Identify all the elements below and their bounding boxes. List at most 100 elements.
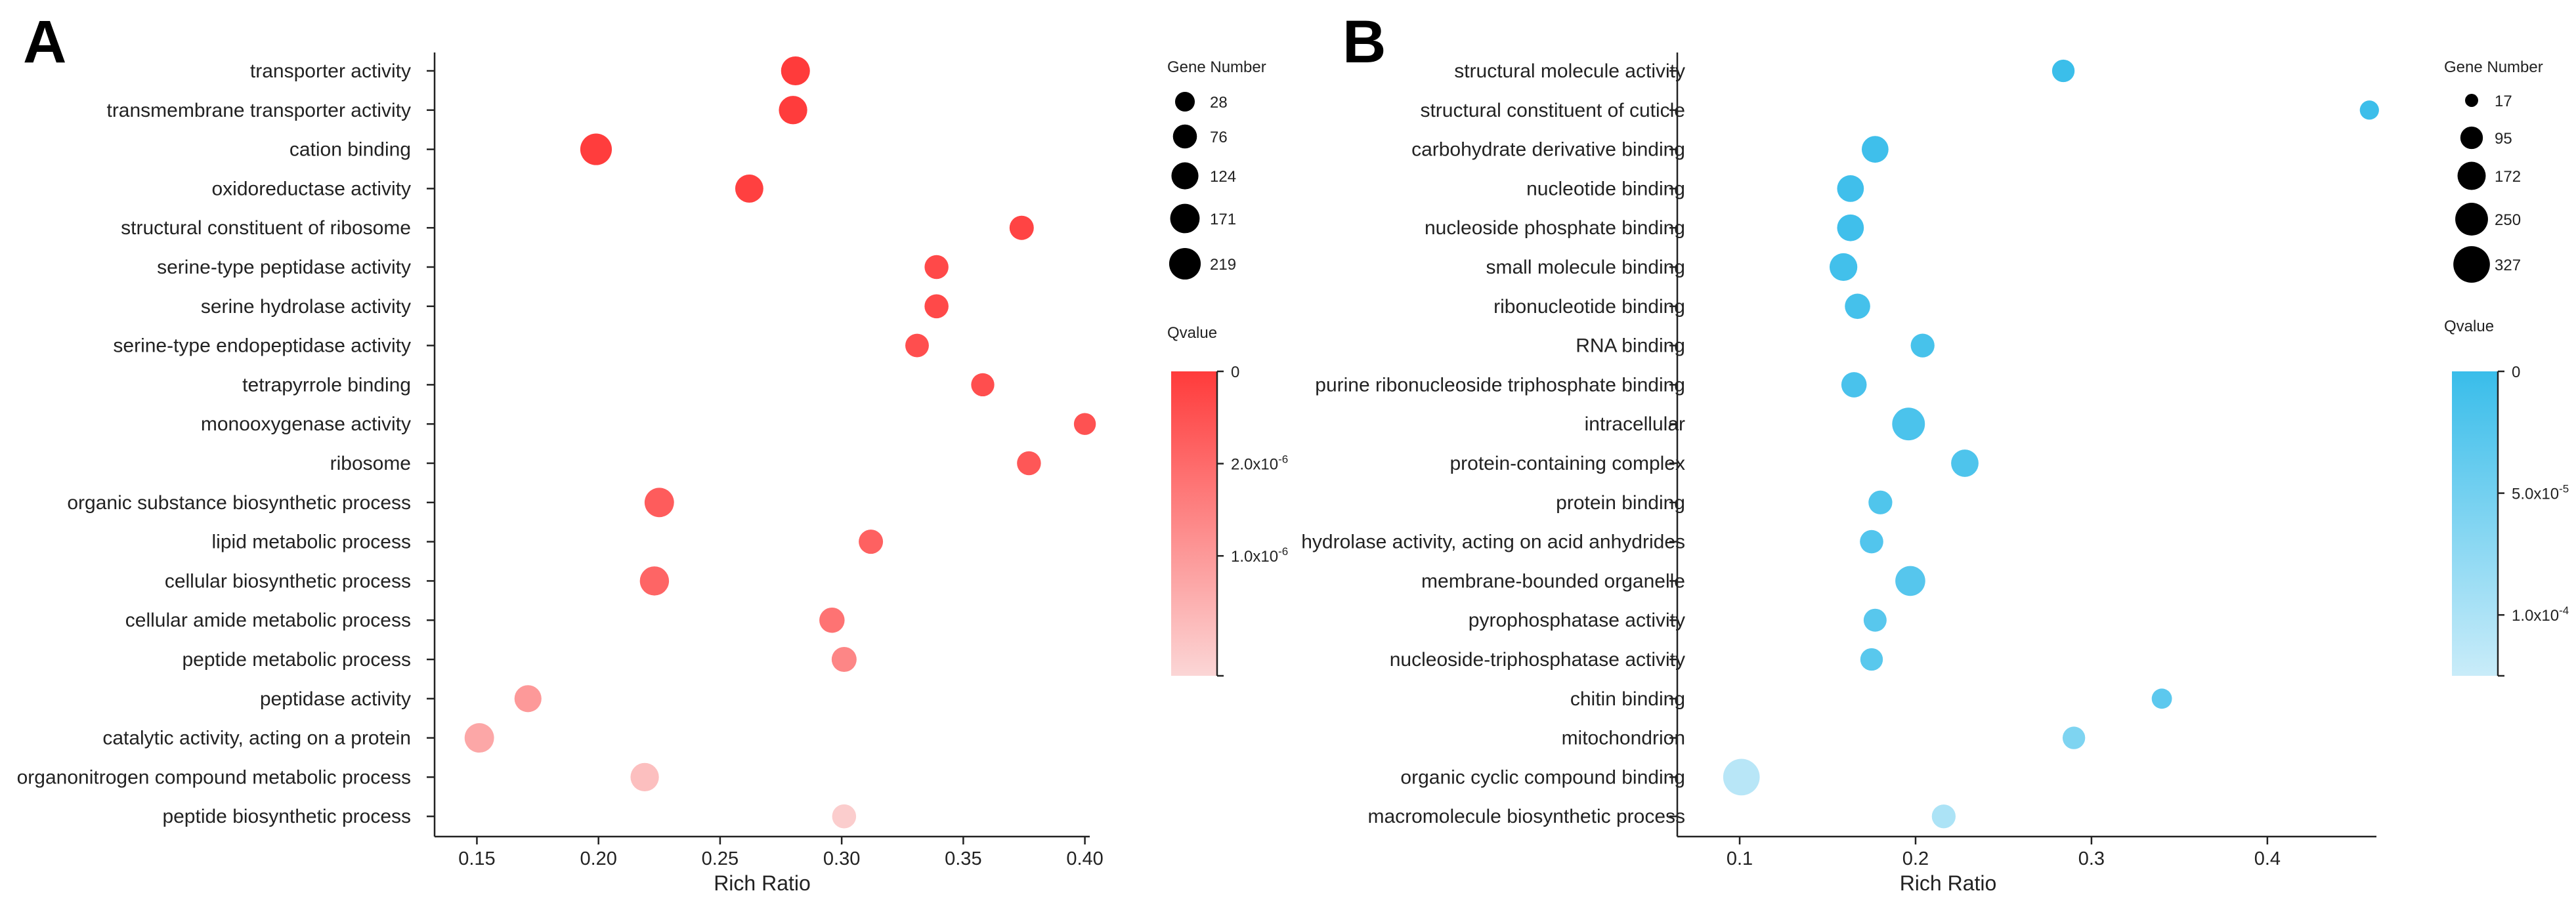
data-point [779,96,807,125]
category-label: cellular biosynthetic process [165,570,411,592]
data-point [464,723,494,753]
data-point [1951,449,1979,477]
size-legend-label: 219 [1210,256,1236,274]
size-legend-label: 327 [2495,257,2521,274]
color-legend-label-exponent: -6 [1278,453,1288,466]
size-legend-label: 76 [1210,129,1228,146]
size-legend-dot [2465,94,2478,107]
category-label: organic substance biosynthetic process [67,492,411,514]
size-legend-dot [2453,246,2490,283]
color-legend-label-mantissa: 1.0x10 [1231,548,1278,566]
data-point [1931,804,1956,829]
data-point [644,488,674,518]
panel-letter: B [1342,9,1386,75]
color-legend-label-mantissa: 1.0x10 [2512,607,2559,625]
data-point [2151,688,2172,709]
category-label: small molecule binding [1486,257,1686,278]
size-legend-dot [1174,91,1195,112]
data-point [2062,726,2086,749]
category-label: cation binding [290,139,411,161]
data-point [1860,648,1883,671]
category-label: peptidase activity [260,688,411,710]
category-label: structural constituent of cuticle [1420,100,1685,121]
color-legend-label-exponent: -4 [2559,604,2569,617]
data-point [1837,214,1864,241]
data-point [735,174,763,203]
category-label: mitochondrion [1562,728,1685,749]
category-label: organonitrogen compound metabolic proces… [17,766,411,788]
data-point [832,804,857,829]
data-point [1860,530,1883,554]
color-legend-bar [1171,371,1217,676]
category-label: ribonucleotide binding [1493,296,1685,318]
color-legend-label-mantissa: 5.0x10 [2512,486,2559,503]
data-point [1861,136,1889,163]
color-legend-bar [2452,371,2498,676]
category-label: monooxygenase activity [201,413,411,435]
color-legend-label: 2.0x10-6 [1231,453,1288,474]
color-legend-label: 0 [2512,364,2520,381]
x-tick-label: 0.25 [702,848,739,869]
data-point [1841,372,1867,398]
category-label: structural constituent of ribosome [121,217,411,239]
data-point [1895,566,1925,596]
category-label: carbohydrate derivative binding [1411,139,1685,161]
data-point [1892,407,1925,441]
category-label: peptide biosynthetic process [162,806,411,827]
x-tick-label: 0.40 [1066,848,1103,869]
category-label: membrane-bounded organelle [1421,570,1685,592]
color-legend-label-mantissa: 0 [1231,364,1239,381]
size-legend-label: 172 [2495,168,2521,186]
data-point [514,685,542,713]
category-label: pyrophosphatase activity [1469,610,1685,631]
size-legend-label: 17 [2495,93,2512,110]
data-point [1829,253,1858,281]
category-label: nucleoside phosphate binding [1425,217,1685,239]
category-label: structural molecule activity [1454,60,1685,82]
category-label: hydrolase activity, acting on acid anhyd… [1301,531,1685,553]
color-legend-label-exponent: -5 [2559,483,2569,495]
data-point [1868,490,1893,514]
data-point [1863,608,1887,632]
color-legend-label-mantissa: 2.0x10 [1231,456,1278,474]
category-label: chitin binding [1570,688,1685,710]
data-point [639,566,670,596]
data-point [2051,59,2075,83]
color-legend-label: 0 [1231,364,1239,381]
x-tick-label: 0.1 [1727,848,1753,869]
data-point [781,56,810,86]
panel-a: A 0.15 0.20 0.25 0.30 0.35 0.40 Rich Ratio trans… [17,9,1289,895]
data-point [2359,100,2379,120]
category-label: serine hydrolase activity [201,296,411,318]
category-label: intracellular [1585,413,1685,435]
category-label: RNA binding [1576,335,1685,357]
panel-b: B 0.1 0.2 0.3 0.4 Rich Ratio structural molecu… [1301,9,2569,895]
category-label: transporter activity [250,60,411,82]
category-label: cellular amide metabolic process [125,610,411,631]
data-point [859,530,884,554]
size-legend-dot [2460,126,2483,150]
x-tick-label: 0.3 [2078,848,2105,869]
data-point [1837,175,1864,202]
size-legend-title: Gene Number [2444,58,2543,76]
size-legend-label: 250 [2495,211,2521,229]
category-label: lipid metabolic process [212,531,411,553]
x-tick-label: 0.15 [458,848,495,869]
data-point [905,333,929,358]
size-legend-dot [2455,203,2488,236]
data-point [1910,333,1935,358]
data-point [924,255,949,280]
size-legend-dot [1170,203,1200,234]
x-tick-label: 0.30 [823,848,860,869]
color-legend-title: Qvalue [2444,318,2494,335]
x-axis-title: Rich Ratio [714,871,811,895]
category-label: nucleoside-triphosphatase activity [1390,649,1685,671]
size-legend-dot [1169,247,1201,280]
category-label: macromolecule biosynthetic process [1367,806,1685,827]
color-legend-label: 1.0x10-4 [2512,604,2569,625]
data-point [971,373,995,397]
category-label: serine-type endopeptidase activity [113,335,411,357]
data-point [1073,413,1096,435]
